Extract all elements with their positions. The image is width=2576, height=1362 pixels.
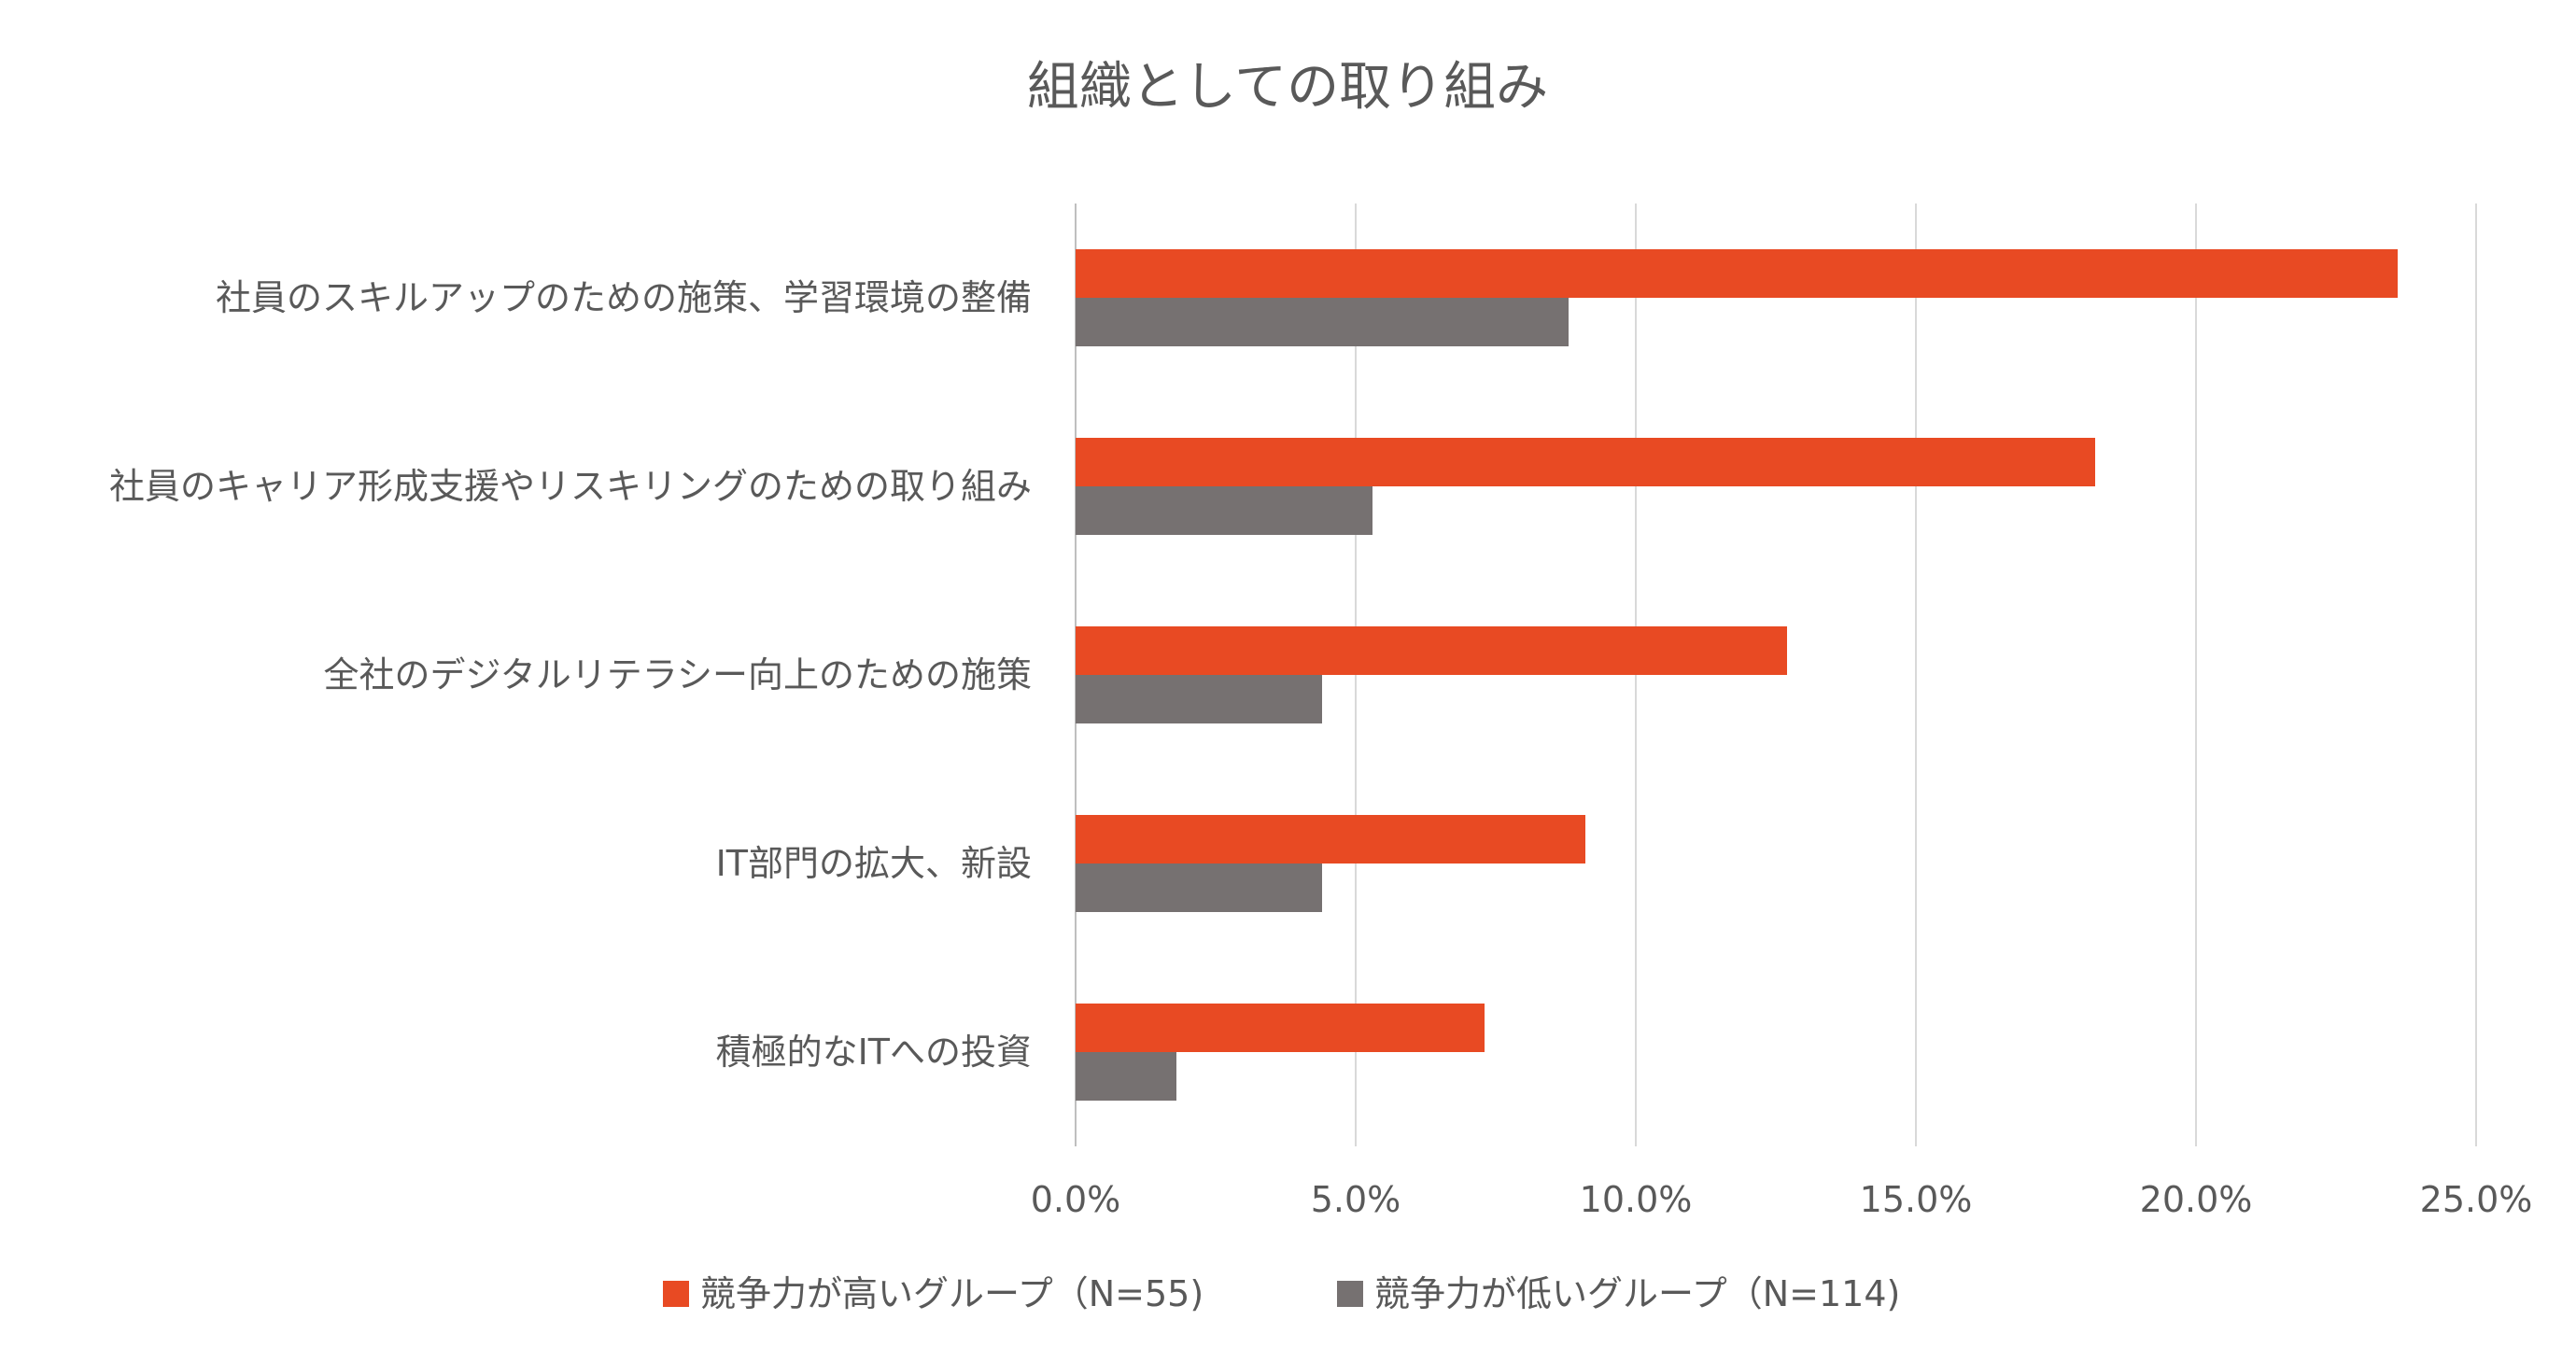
- bar-low: [1076, 864, 1322, 912]
- bar-high: [1076, 249, 2398, 298]
- category-label: 社員のキャリア形成支援やリスキリングのための取り組み: [109, 466, 1032, 507]
- category-label: 全社のデジタルリテラシー向上のための施策: [324, 654, 1032, 695]
- x-tick-label: 25.0%: [2420, 1179, 2533, 1220]
- legend-swatch: [663, 1281, 689, 1307]
- legend-label: 競争力が高いグループ（N=55): [700, 1273, 1204, 1314]
- bar-low: [1076, 298, 1569, 346]
- bar-low: [1076, 675, 1322, 723]
- bar-low: [1076, 1052, 1176, 1101]
- category-label: IT部門の拡大、新設: [716, 843, 1032, 884]
- x-tick-label: 0.0%: [1031, 1179, 1121, 1220]
- x-tick-label: 20.0%: [2140, 1179, 2253, 1220]
- x-tick-label: 10.0%: [1580, 1179, 1693, 1220]
- bar-high: [1076, 626, 1787, 675]
- x-axis-ticks: 0.0% 5.0% 10.0% 15.0% 20.0% 25.0%: [1031, 1179, 2533, 1220]
- bar-low: [1076, 486, 1372, 535]
- category-label: 社員のスキルアップのための施策、学習環境の整備: [216, 277, 1032, 318]
- category-labels: 社員のスキルアップのための施策、学習環境の整備社員のキャリア形成支援やリスキリン…: [109, 277, 1032, 1073]
- bar-high: [1076, 438, 2095, 486]
- chart-title: 組織としての取り組み: [1027, 57, 1548, 118]
- bars: [1076, 249, 2398, 1101]
- legend-swatch: [1337, 1281, 1363, 1307]
- legend: 競争力が高いグループ（N=55) 競争力が低いグループ（N=114): [663, 1273, 1900, 1314]
- bar-high: [1076, 1004, 1485, 1052]
- bar-high: [1076, 815, 1585, 864]
- legend-label: 競争力が低いグループ（N=114): [1374, 1273, 1900, 1314]
- x-tick-label: 5.0%: [1311, 1179, 1401, 1220]
- x-tick-label: 15.0%: [1860, 1179, 1973, 1220]
- category-label: 積極的なITへの投資: [716, 1032, 1032, 1073]
